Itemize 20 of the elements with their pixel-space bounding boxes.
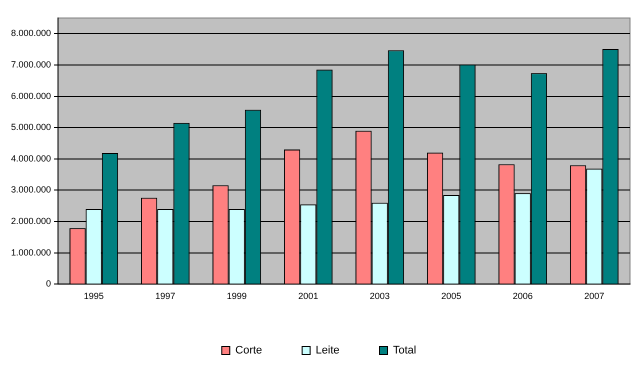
legend-label: Leite: [316, 344, 340, 357]
y-tick-label: 8.000.000: [10, 28, 52, 38]
x-tick-label: 1997: [155, 291, 176, 302]
y-tick-label: 5.000.000: [10, 122, 52, 132]
legend-label: Total: [393, 344, 416, 357]
y-tick-label: 0: [46, 278, 52, 289]
x-tick-label: 2001: [298, 291, 318, 302]
x-tick-label: 2007: [584, 291, 604, 302]
y-tick-label: 6.000.000: [10, 90, 52, 101]
y-tick-label: 3.000.000: [10, 184, 52, 195]
x-tick-label: 1999: [226, 291, 247, 302]
x-tick-label: 2003: [370, 291, 390, 302]
y-tick-label: 4.000.000: [10, 153, 52, 164]
y-tick-label: 7.000.000: [10, 59, 52, 70]
y-tick-label: 1.000.000: [10, 247, 52, 258]
x-tick-label: 1995: [84, 291, 104, 302]
x-tick-label: 2005: [441, 291, 462, 302]
x-tick-label: 2006: [512, 291, 533, 302]
y-tick-label: 2.000.000: [10, 216, 52, 226]
legend-label: Corte: [235, 344, 262, 357]
